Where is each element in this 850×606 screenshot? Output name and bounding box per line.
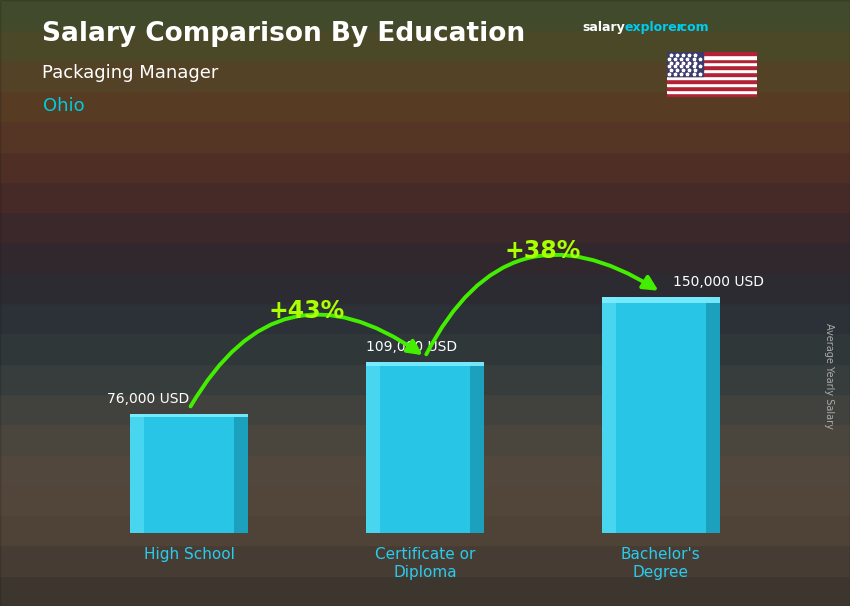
Bar <box>0 333 850 364</box>
Bar <box>667 93 756 97</box>
Bar <box>667 62 756 65</box>
Text: +38%: +38% <box>505 239 581 263</box>
Bar <box>0 454 850 485</box>
Text: Packaging Manager: Packaging Manager <box>42 64 218 82</box>
Text: 150,000 USD: 150,000 USD <box>672 275 763 289</box>
Bar <box>667 55 756 59</box>
Bar <box>0 121 850 152</box>
Bar <box>470 362 484 533</box>
Bar <box>602 297 616 533</box>
Text: salary: salary <box>582 21 625 34</box>
Text: 109,000 USD: 109,000 USD <box>366 339 457 354</box>
Bar <box>130 413 248 533</box>
Bar <box>0 303 850 333</box>
Bar <box>667 76 756 79</box>
Text: .com: .com <box>676 21 710 34</box>
Bar <box>667 65 756 69</box>
Bar <box>706 297 720 533</box>
Bar <box>667 69 756 73</box>
Bar <box>130 413 145 533</box>
Bar <box>0 242 850 273</box>
Bar <box>667 73 756 76</box>
Bar <box>366 362 484 366</box>
Bar <box>0 515 850 545</box>
Bar <box>667 52 703 76</box>
Bar <box>0 30 850 61</box>
Bar <box>0 485 850 515</box>
Bar <box>234 413 248 533</box>
Text: explorer: explorer <box>625 21 683 34</box>
Bar <box>0 424 850 454</box>
Bar <box>0 394 850 424</box>
Bar <box>667 90 756 93</box>
Bar <box>0 576 850 606</box>
Bar <box>602 297 720 533</box>
Text: +43%: +43% <box>269 299 345 323</box>
Bar <box>667 52 756 55</box>
Bar <box>0 545 850 576</box>
Bar <box>130 413 248 416</box>
Text: Salary Comparison By Education: Salary Comparison By Education <box>42 21 525 47</box>
Text: 76,000 USD: 76,000 USD <box>106 391 189 405</box>
Bar <box>0 152 850 182</box>
Bar <box>667 59 756 62</box>
Bar <box>667 87 756 90</box>
Text: Average Yearly Salary: Average Yearly Salary <box>824 323 834 428</box>
Bar <box>0 91 850 121</box>
Bar <box>602 297 720 303</box>
Bar <box>667 83 756 87</box>
Bar <box>0 182 850 212</box>
Bar <box>366 362 484 533</box>
Bar <box>0 273 850 303</box>
Bar <box>667 79 756 83</box>
Bar <box>366 362 380 533</box>
Text: Ohio: Ohio <box>42 97 84 115</box>
Bar <box>0 364 850 394</box>
Bar <box>0 61 850 91</box>
Bar <box>0 0 850 30</box>
Bar <box>0 212 850 242</box>
